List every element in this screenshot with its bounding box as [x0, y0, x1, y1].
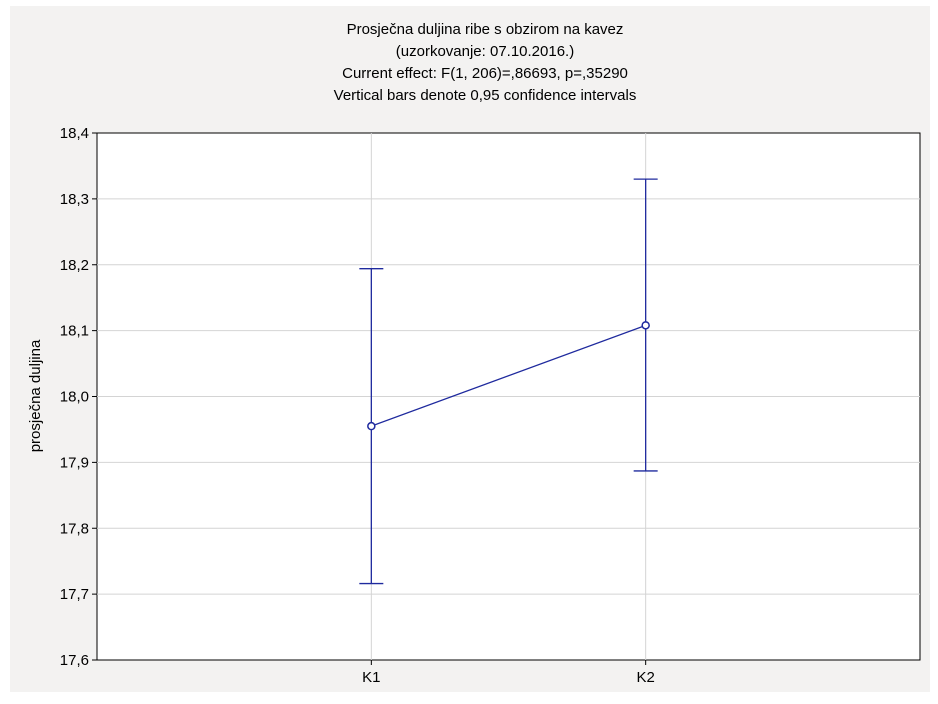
y-tick-label: 18,2 [60, 257, 89, 274]
series-line [371, 324, 646, 427]
y-axis-ticks: 17,6 17,7 17,8 17,9 18,0 18,1 18,2 18,3 18,4 [60, 125, 97, 669]
y-tick-label: 18,0 [60, 389, 89, 406]
y-tick-label: 18,4 [60, 125, 89, 142]
y-tick-label: 17,7 [60, 586, 89, 603]
title-line-2: (uzorkovanje: 07.10.2016.) [396, 43, 574, 60]
chart-frame: Prosječna duljina ribe s obzirom na kave… [10, 6, 930, 692]
y-tick-label: 18,3 [60, 191, 89, 208]
y-tick-label: 18,1 [60, 323, 89, 340]
y-axis-label: prosječna duljina [27, 339, 44, 452]
y-tick-label: 17,9 [60, 454, 89, 471]
x-tick-label: K2 [636, 669, 654, 686]
chart-title: Prosječna duljina ribe s obzirom na kave… [334, 21, 637, 104]
y-tick-label: 17,8 [60, 520, 89, 537]
series [359, 178, 658, 585]
y-tick-label: 17,6 [60, 652, 89, 669]
title-line-4: Vertical bars denote 0,95 confidence int… [334, 87, 637, 104]
data-point [367, 421, 376, 431]
data-point [641, 321, 650, 330]
chart-svg: Prosječna duljina ribe s obzirom na kave… [27, 21, 921, 686]
title-line-1: Prosječna duljina ribe s obzirom na kave… [347, 21, 624, 38]
title-line-3: Current effect: F(1, 206)=,86693, p=,352… [342, 65, 628, 82]
x-tick-label: K1 [362, 669, 380, 686]
x-axis-ticks: K1 K2 [362, 660, 655, 686]
